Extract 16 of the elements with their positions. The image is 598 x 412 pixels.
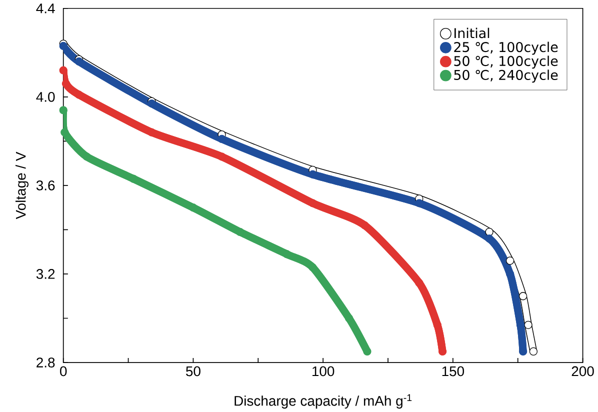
x-tick-label: 100 (312, 366, 334, 376)
legend-label: 50 ℃, 100cycle (454, 56, 558, 69)
legend-label: Initial (454, 28, 490, 38)
y-axis-title: Voltage / V (16, 152, 29, 220)
legend-label: 25 ℃, 100cycle (454, 42, 558, 55)
y-tick-label: 4.4 (36, 4, 55, 14)
legend-label: 50 ℃, 240cycle (454, 70, 558, 83)
y-tick-label: 3.6 (36, 180, 55, 190)
x-tick-label: 150 (442, 366, 464, 376)
y-tick-label: 3.2 (36, 268, 55, 279)
x-axis-title: Discharge capacity / mAh g$^{-1}$ (234, 394, 412, 409)
y-tick-label: 2.8 (36, 358, 55, 368)
y-tick-label: 4.0 (36, 92, 55, 102)
x-tick-label: 50 (186, 366, 200, 376)
x-tick-label: 0 (60, 366, 67, 376)
x-tick-label: 200 (572, 366, 594, 376)
